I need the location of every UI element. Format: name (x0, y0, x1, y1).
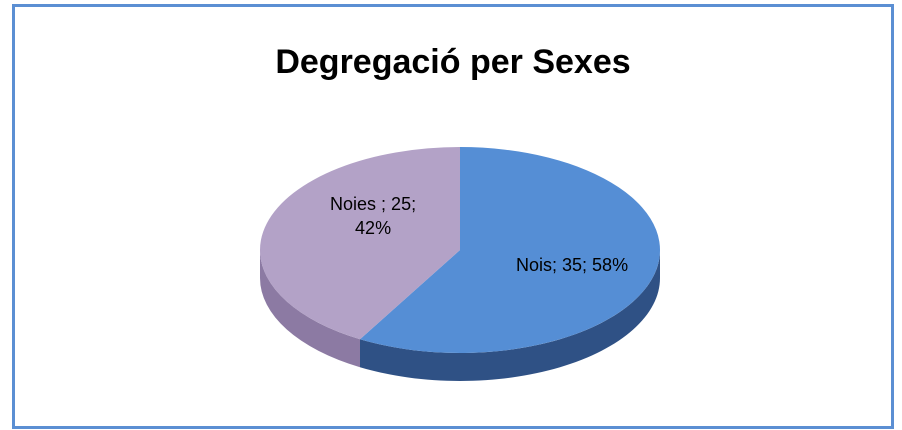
pie-slice (360, 147, 660, 354)
chart-title: Degregació per Sexes (275, 43, 631, 81)
pie-chart (260, 147, 660, 381)
slice-side (260, 250, 360, 368)
data-label: Noies ; 25; 42% (330, 194, 417, 238)
data-label: Nois; 35; 58% (516, 255, 629, 276)
pie-slice (260, 147, 460, 340)
slice-side (360, 250, 660, 381)
chart-frame: Degregació per Sexes Nois; 35; 58% Noies … (12, 4, 894, 429)
